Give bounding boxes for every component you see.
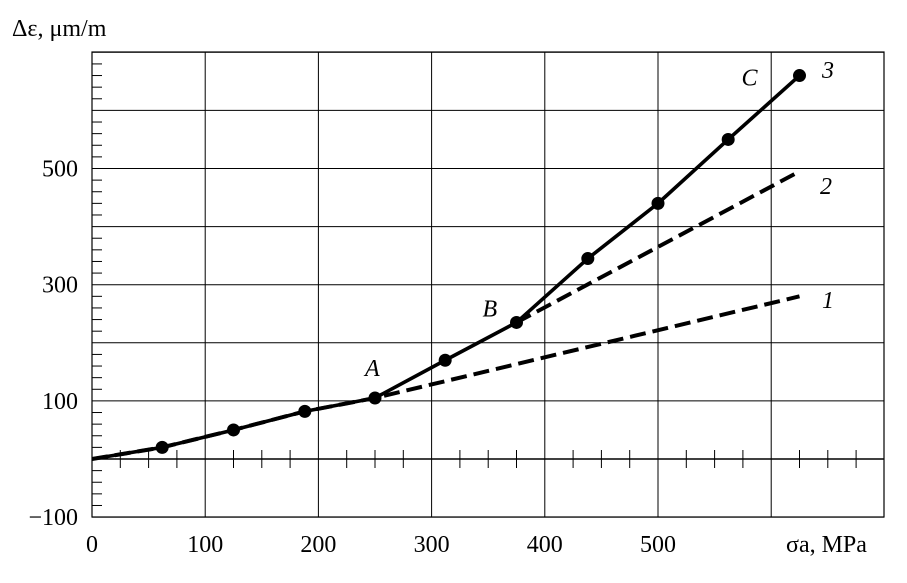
annotation-A: A [363,356,380,382]
x-tick-label: 500 [640,532,676,558]
y-axis-label: Δε, μm/m [12,16,107,42]
annotation-B: B [483,296,498,322]
data-point [438,353,452,367]
x-axis-label: σa, MPa [786,532,867,558]
series-line-1 [91,294,800,461]
series: 3 2 1 [91,58,834,461]
tick-labels: 0 100 200 300 400 500 −100 100 300 500 [28,157,676,559]
curve-label-3: 3 [821,58,834,84]
annotations: A B C [363,66,759,382]
y-tick-label: 300 [42,273,78,299]
curve-label-1: 1 [822,288,834,314]
y-tick-label: 500 [42,157,78,183]
data-point [793,69,806,83]
y-tick-label: 100 [42,389,78,415]
plot-frame [91,51,885,518]
x-tick-label: 300 [414,532,450,558]
x-tick-label: 0 [86,532,98,558]
annotation-C: C [742,66,759,92]
grid [92,51,884,518]
y-tick-label: −100 [28,505,78,531]
data-point [581,252,595,266]
series-line-3 [91,74,801,461]
x-tick-label: 100 [187,532,223,558]
x-tick-label: 200 [300,532,336,558]
data-point [721,132,735,146]
data-point [651,196,665,210]
x-tick-label: 400 [527,532,563,558]
series-line-2 [515,169,801,325]
curve-label-2: 2 [820,174,832,200]
